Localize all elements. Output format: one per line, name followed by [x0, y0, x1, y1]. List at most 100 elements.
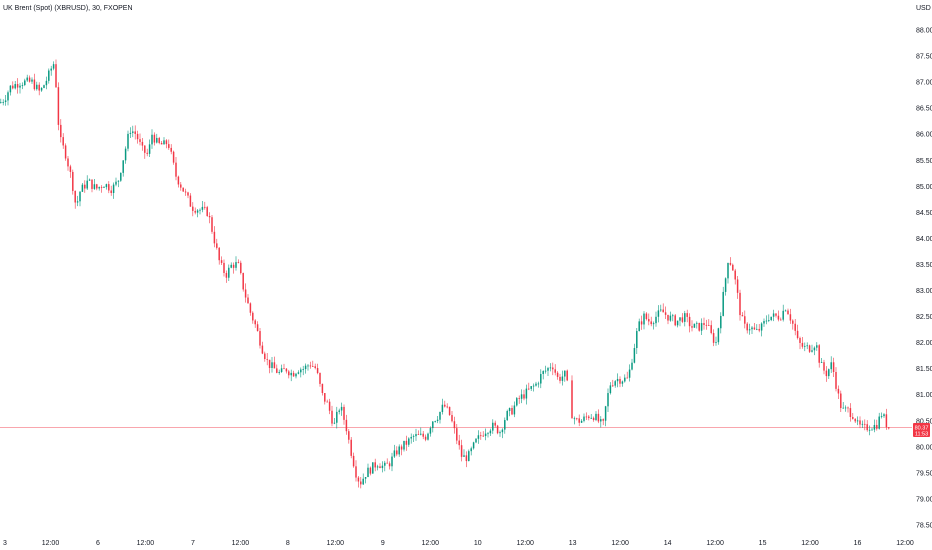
bar-countdown: 11:53: [915, 432, 928, 438]
candle: [316, 363, 319, 375]
candle: [645, 312, 648, 321]
candle: [792, 319, 794, 330]
candle: [628, 364, 631, 382]
x-tick-label: 12:00: [611, 540, 629, 547]
candle: [285, 367, 288, 374]
candle: [787, 308, 789, 315]
candle: [242, 272, 244, 292]
candle: [196, 208, 199, 218]
candle: [859, 416, 861, 429]
candle: [218, 247, 220, 265]
last-price-tag: 80.37 11:53: [913, 423, 930, 438]
candle: [249, 302, 252, 316]
candle: [177, 175, 180, 188]
candle: [268, 359, 271, 374]
candle: [324, 393, 326, 405]
candle: [657, 305, 660, 323]
candle: [148, 139, 151, 157]
candle: [873, 419, 876, 433]
candle: [33, 73, 36, 91]
candle: [885, 408, 888, 430]
candle: [710, 320, 712, 335]
candle: [633, 343, 636, 364]
candle: [19, 82, 21, 94]
candle: [681, 313, 684, 324]
candle: [424, 434, 427, 442]
candle: [489, 428, 492, 436]
candle: [48, 68, 50, 84]
candle: [804, 342, 806, 352]
candle: [81, 183, 84, 192]
candle: [830, 356, 832, 374]
candle: [561, 370, 564, 386]
y-tick-label: 82.00: [916, 340, 932, 347]
candle: [278, 369, 280, 375]
candle: [592, 416, 595, 422]
candle: [674, 313, 676, 327]
candle: [588, 415, 590, 421]
candle: [405, 435, 408, 451]
y-tick-label: 84.50: [916, 210, 932, 217]
candle: [31, 77, 33, 84]
candle: [321, 383, 324, 396]
candle: [244, 283, 247, 303]
candle: [261, 341, 264, 355]
candle: [201, 200, 204, 213]
candle: [266, 352, 268, 366]
candle: [609, 382, 612, 395]
candle: [388, 461, 391, 470]
candle: [564, 370, 566, 382]
candle: [252, 311, 254, 324]
candle: [825, 366, 828, 382]
candle: [439, 411, 441, 424]
candle: [168, 139, 170, 150]
candle: [547, 366, 549, 376]
candle: [768, 314, 770, 323]
candle: [64, 143, 67, 161]
candle: [220, 256, 223, 266]
candle: [302, 365, 304, 376]
candle: [391, 452, 393, 472]
candle: [156, 133, 158, 144]
candle: [837, 385, 840, 400]
candle: [686, 309, 688, 323]
candle: [626, 371, 628, 379]
candle: [780, 317, 782, 321]
candle: [753, 322, 756, 330]
candle: [213, 226, 216, 248]
candle: [480, 431, 482, 440]
candle: [535, 381, 537, 387]
candle: [427, 432, 429, 441]
candle: [55, 59, 57, 89]
candle: [868, 425, 871, 436]
candle: [453, 416, 456, 434]
candle: [861, 420, 864, 429]
candle: [264, 351, 266, 362]
candle: [799, 336, 801, 350]
candle: [117, 180, 120, 188]
candle: [7, 90, 9, 106]
candle: [422, 430, 424, 440]
candle: [88, 178, 91, 181]
candle: [835, 367, 837, 392]
candle: [4, 94, 7, 106]
candle: [715, 336, 717, 346]
candle: [516, 397, 518, 407]
candle: [619, 376, 621, 388]
candle: [45, 76, 48, 90]
candle: [232, 262, 235, 274]
candle: [326, 399, 328, 403]
candle: [866, 420, 868, 432]
candle: [24, 78, 26, 87]
x-tick-label: 12:00: [327, 540, 345, 547]
candle: [693, 323, 696, 328]
candle: [537, 381, 540, 388]
x-tick-label: 12:00: [232, 540, 250, 547]
candle: [844, 405, 847, 412]
candle: [240, 260, 242, 275]
candle: [520, 389, 523, 404]
candle: [492, 419, 494, 434]
candle: [556, 371, 559, 380]
